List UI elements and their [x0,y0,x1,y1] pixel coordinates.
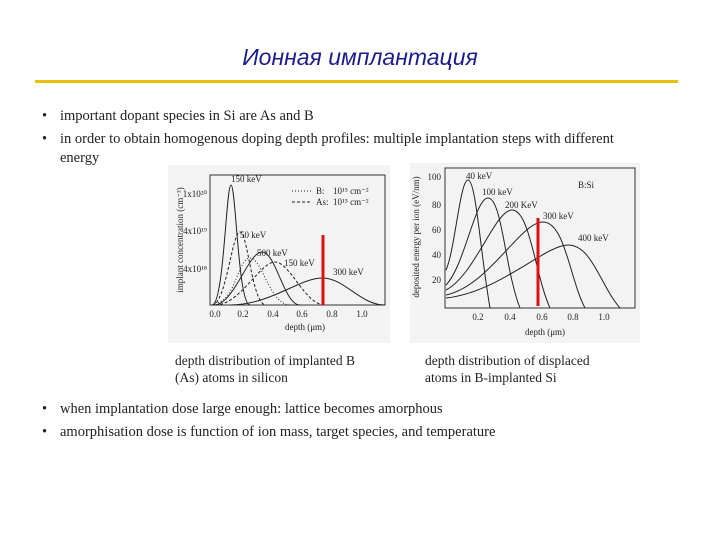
bullet-list: important dopant species in Si are As an… [40,107,625,172]
y-tick-label: 20 [432,275,442,285]
y-tick-label: 100 [428,172,442,182]
x-axis-label: depth (μm) [285,322,325,332]
x-tick-label: 0.6 [536,312,548,322]
x-tick-label: 0.8 [567,312,579,322]
y-tick-label: 4x10¹⁸ [183,264,207,274]
x-tick-label: 0.2 [472,312,483,322]
x-axis-label: depth (μm) [525,327,565,337]
y-tick-label: 80 [432,200,442,210]
legend-label: As: [316,197,329,207]
curve-label: 150 keV [284,258,315,268]
curve-label: 50 keV [240,230,267,240]
bullet: when implantation dose large enough: lat… [40,400,625,419]
x-tick-label: 0.0 [209,309,221,319]
figure-bg [410,163,640,343]
y-axis-label: deposited energy per ion (eV/nm) [411,176,421,297]
y-tick-label: 60 [432,225,442,235]
legend-label: 10¹⁵ cm⁻² [333,197,369,207]
bullet: amorphisation dose is function of ion ma… [40,423,625,442]
curve-label: 100 keV [482,187,513,197]
title-rule [35,80,678,83]
y-axis-label: implant concentration (cm⁻³) [175,187,185,292]
x-tick-label: 1.0 [356,309,368,319]
legend-label: 10¹⁵ cm⁻² [333,186,369,196]
legend-label: B:Si [578,180,595,190]
x-tick-label: 0.2 [237,309,248,319]
curve-label: 300 keV [543,211,574,221]
x-tick-label: 0.6 [296,309,308,319]
curve-label: 150 keV [231,174,262,184]
x-tick-label: 0.8 [326,309,338,319]
curves [211,184,386,306]
y-tick-label: 1x10²⁰ [183,189,208,199]
x-tick-label: 0.4 [504,312,516,322]
slide-title: Ионная имплантация [242,44,478,70]
plot-frame [444,167,636,309]
x-tick-label: 0.4 [267,309,279,319]
curve-label: 40 keV [466,171,493,181]
legend-label: B: [316,186,325,196]
y-tick-label: 40 [432,250,442,260]
bullet-list: when implantation dose large enough: lat… [40,400,625,446]
curve-label: 300 keV [333,267,364,277]
figure-caption: depth distribution of displaced [425,353,590,368]
figure-caption: atoms in B-implanted Si [425,370,557,385]
curve-label: 400 keV [578,233,609,243]
figure-bg [168,165,390,343]
bullet: in order to obtain homogenous doping dep… [40,130,625,168]
x-tick-label: 1.0 [598,312,610,322]
bullet: important dopant species in Si are As an… [40,107,625,126]
figure-caption: (As) atoms in silicon [175,370,288,385]
curves [445,179,621,309]
y-tick-label: 4x10¹⁹ [183,226,207,236]
figure-caption: depth distribution of implanted B [175,353,355,368]
curve-label: 500 keV [257,248,288,258]
curve-label: 200 KeV [505,200,538,210]
